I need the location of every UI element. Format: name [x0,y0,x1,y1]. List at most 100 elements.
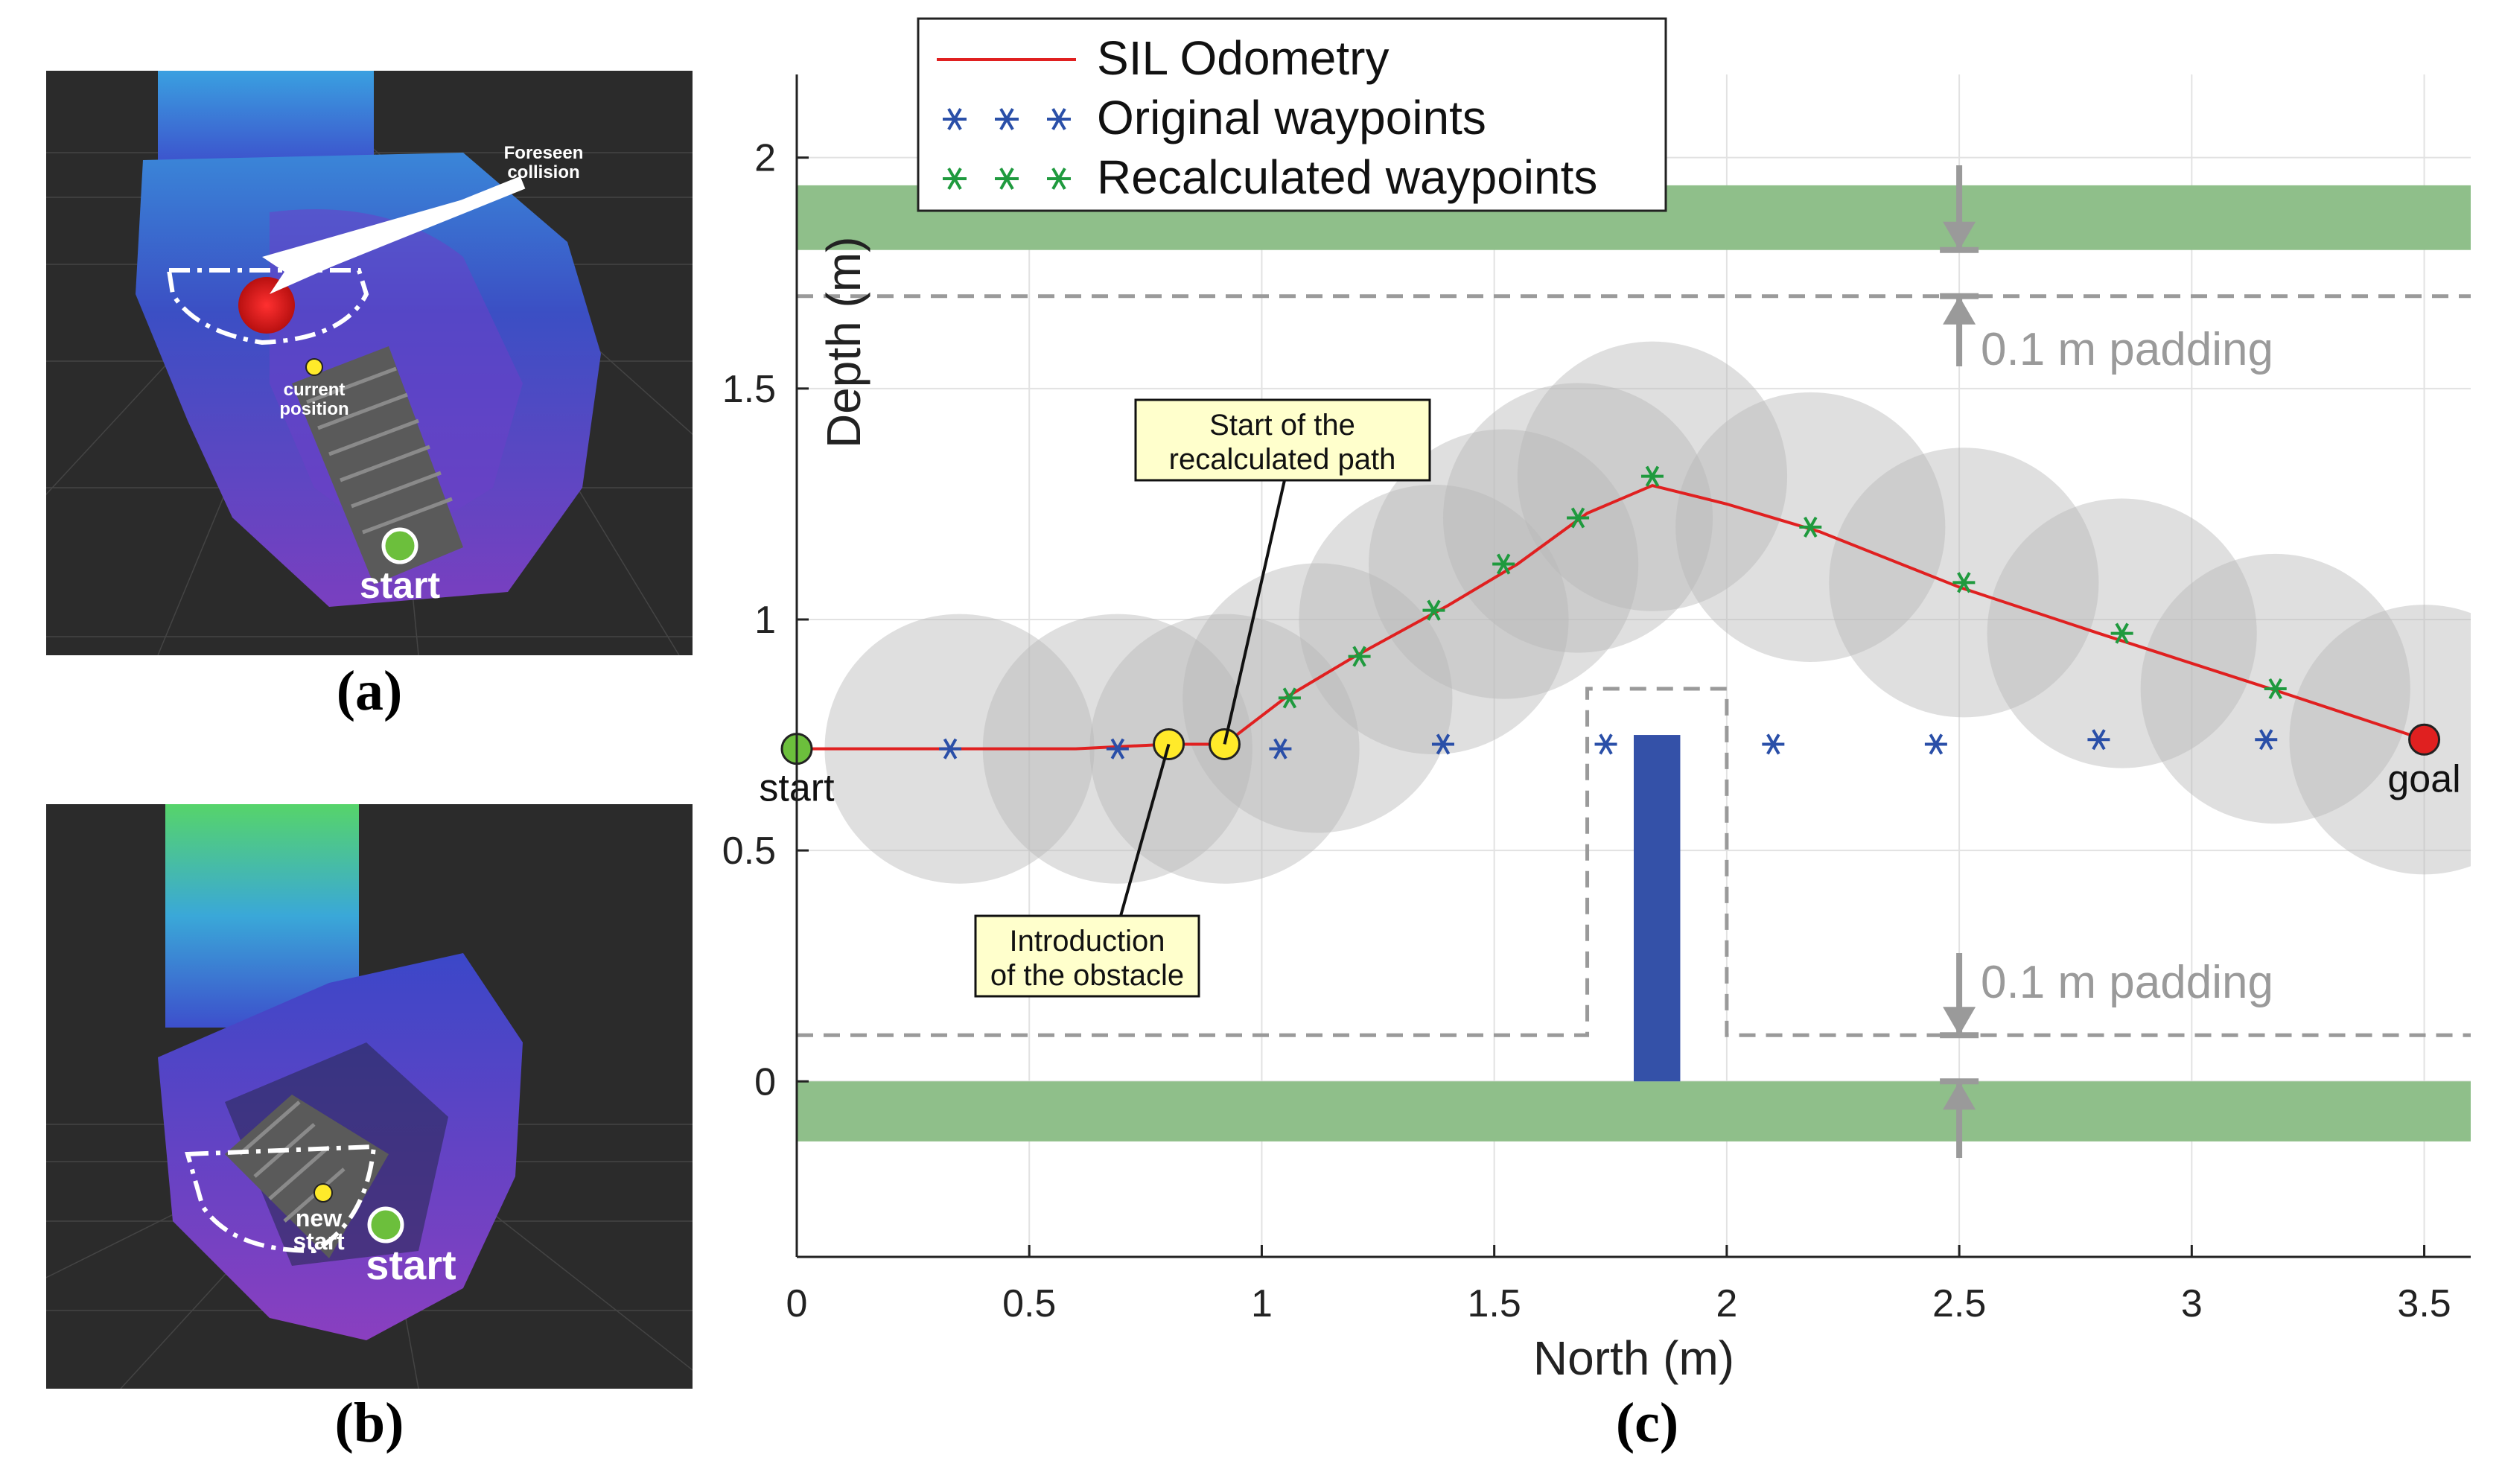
legend-recalculated-swatch-2-stroke-2 [1051,168,1066,190]
recalculated-waypoint-1 [1348,646,1371,667]
sensor-cone-b [185,1144,377,1254]
recalc-path-leader [1223,480,1286,745]
new-start-marker [313,1183,333,1203]
x-tick-label-4: 2 [1716,1282,1737,1325]
recalculated-waypoint-5 [1640,465,1664,487]
original-waypoint-5-stroke-2 [1766,733,1780,755]
panel-a-3d-view: Foreseen collision current position star… [46,71,693,655]
panel-b-scene: new start start [46,804,693,1389]
safety-circle-12 [2289,605,2471,875]
current-position-label-1: current [284,380,346,400]
padding-arrow-top-1-head [1943,221,1976,250]
legend-box [917,17,1667,212]
y-tick-label-0: 0 [754,1060,776,1104]
original-waypoint-1 [1106,738,1129,759]
x-tick-label-3: 1.5 [1468,1282,1521,1325]
original-waypoint-5 [1762,733,1785,755]
intro-obstacle-label-1: Introduction [1009,925,1165,958]
legend-original-swatch-2 [1047,108,1071,130]
y-tick-label-4: 2 [754,137,776,180]
recalculated-waypoint-9-stroke-2 [2268,678,2282,700]
recalculated-waypoint-9 [2264,678,2287,700]
intro-obstacle-box [974,914,1200,998]
series [797,465,2425,759]
x-tick-label-1: 0.5 [1002,1282,1056,1325]
original-waypoint-1-stroke-2 [1110,738,1125,759]
legend-label-2: Recalculated waypoints [1097,150,1597,204]
recalculated-waypoint-3-stroke-2 [1496,553,1511,575]
panel-a-scene: Foreseen collision current position star… [46,71,693,655]
legend: SIL Odometry Original waypoints Recalculat… [917,17,1667,212]
padding-arrow-top-2-head [1943,296,1976,325]
original-waypoint-7 [2087,729,2110,751]
recalc-path-label-1: Start of the [1209,409,1355,442]
y-tick-label-1: 0.5 [722,829,776,873]
original-waypoint-4 [1594,733,1617,755]
foreseen-collision-label-2: collision [507,162,579,182]
recalc-path-box [1134,398,1431,482]
new-start-label-1: new [296,1205,342,1232]
recalculated-waypoint-8 [2110,622,2133,644]
original-waypoint-8 [2255,729,2278,751]
x-axis-label: North (m) [1533,1331,1734,1385]
x-tick-label-2: 1 [1251,1282,1273,1325]
goal-label: goal [2387,757,2460,800]
original-waypoint-0 [939,738,962,759]
legend-recalculated-swatch-1-stroke-2 [999,168,1014,190]
legend-original-swatch-1-stroke-2 [999,108,1014,130]
padding-arrow-bottom-1 [1940,953,1979,1039]
recalculated-waypoint-5-stroke-2 [1645,465,1660,487]
padding-arrow-bottom-1-head [1943,1007,1976,1036]
current-position-marker [305,358,323,376]
start-marker-a [381,527,418,564]
recalculated-waypoint-3 [1492,553,1515,575]
recalculated-waypoint-1-stroke-2 [1352,646,1366,667]
legend-original-swatch-2-stroke-2 [1051,108,1066,130]
recalculated-waypoint-4-stroke-2 [1570,507,1585,529]
caption-a: (a) [336,660,403,722]
obstacle-bar [1634,735,1681,1082]
original-waypoint-2-stroke-2 [1273,738,1287,759]
padding-lines [797,294,2471,1037]
x-tick-label-7: 3.5 [2397,1282,2451,1325]
x-tick-label-5: 2.5 [1932,1282,1986,1325]
collision-point-icon [238,277,295,334]
recalculated-waypoint-2 [1422,599,1445,621]
original-waypoint-6 [1924,733,1947,755]
original-waypoint-0-stroke-2 [943,738,958,759]
legend-original-swatch-0 [943,108,967,130]
markers: start goal [759,723,2461,810]
legend-original-swatch-0-stroke-2 [947,108,962,130]
sensor-cone [166,268,369,345]
y-axis-label: Depth (m) [817,237,870,449]
original-waypoint-6-stroke-2 [1929,733,1944,755]
obstacle [1634,735,1681,1082]
axes: 0 0.5 1 1.5 2 2.5 3 3.5 0 0.5 1 1.5 2 North (m) Depth … [722,74,2471,1385]
original-waypoint-7-stroke-2 [2092,729,2106,751]
start-label-a: start [360,564,441,606]
recalc-path-label-2: recalculated path [1169,443,1396,476]
safety-circle-4 [1299,484,1569,755]
recalculated-waypoint-6-stroke-2 [1804,516,1818,538]
y-tick-label-3: 1.5 [722,368,776,411]
legend-recalculated-swatch-0-stroke-2 [947,168,962,190]
legend-recalculated-swatch-0 [943,168,967,190]
padding-line-bottom [797,687,2471,1037]
legend-original-swatch-1 [995,108,1019,130]
padding-label-bottom: 0.1 m padding [1981,957,2273,1008]
padding-arrow-top-2 [1940,293,1979,366]
padding-arrow-bottom-2-head [1943,1081,1976,1110]
foreseen-collision-label-1: Foreseen [504,143,584,163]
panel-b-3d-view: new start start [46,804,693,1389]
vehicle-b [225,1095,389,1258]
safety-circles [824,341,2471,884]
original-waypoint-2 [1269,738,1292,759]
x-tick-label-0: 0 [786,1282,808,1325]
recalculated-waypoint-0-stroke-2 [1282,687,1297,709]
wall-band-1 [797,1081,2471,1141]
legend-label-1: Original waypoints [1097,91,1486,144]
start-marker-b [367,1206,404,1243]
y-tick-label-2: 1 [754,599,776,642]
padding-arrow-top-1 [1940,165,1979,253]
